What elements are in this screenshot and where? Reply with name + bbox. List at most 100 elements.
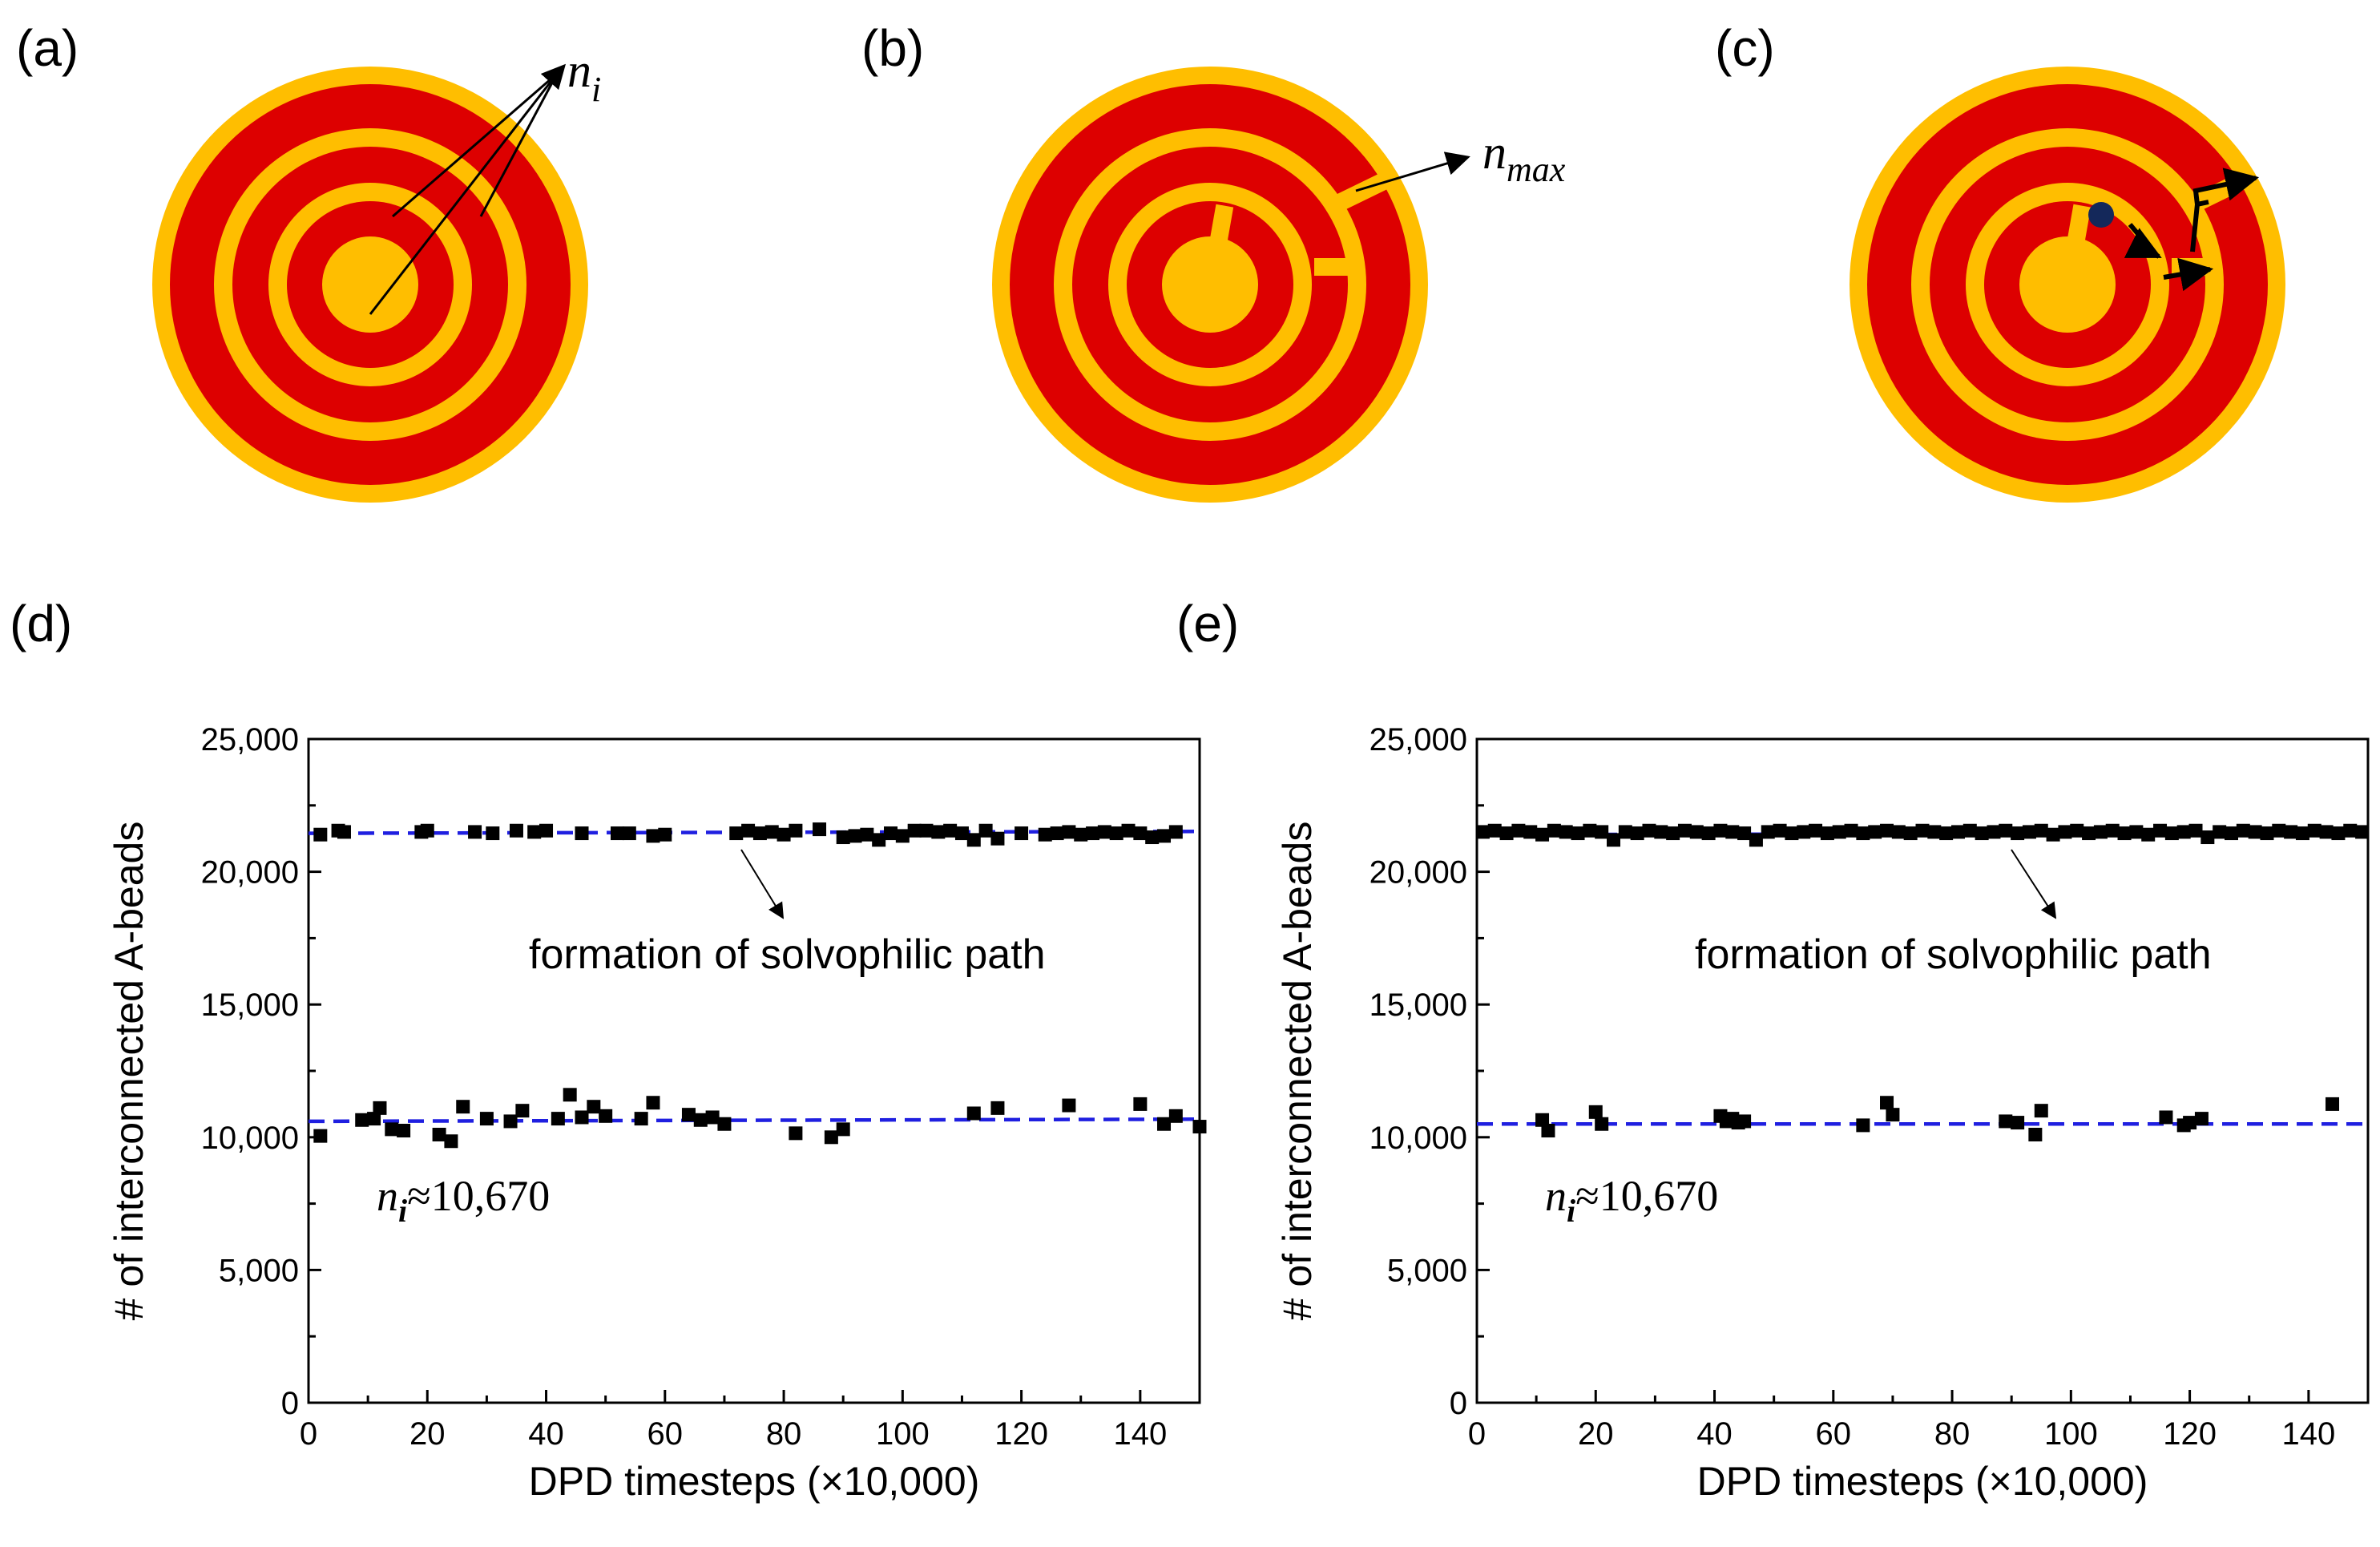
chart-e-upper-point xyxy=(2188,823,2203,838)
chart-e-upper-point xyxy=(1701,826,1716,841)
chart-d-lower-point xyxy=(313,1129,328,1143)
chart-d-upper-point xyxy=(943,823,958,838)
chart-e-ni-label: ni≈10,670 xyxy=(1545,1172,1718,1229)
panel-label-e: (e) xyxy=(1176,595,1239,652)
chart-d-lower-point xyxy=(1133,1097,1148,1111)
chart-e-upper-point xyxy=(1927,825,1942,839)
chart-d-upper-point xyxy=(764,825,779,839)
chart-d-lower-point xyxy=(990,1101,1005,1115)
chart-e-upper-point xyxy=(1607,833,1621,847)
chart-e-upper-point xyxy=(2105,823,2120,838)
chart-e-ni-base: n xyxy=(1545,1172,1567,1220)
chart-d-upper-point xyxy=(729,826,744,841)
chart-e-ni-sub: i xyxy=(1567,1193,1575,1229)
chart-e-ylabel: # of interconnected A-beads xyxy=(1275,822,1320,1321)
chart-e-upper-point xyxy=(1677,823,1692,838)
nmax-marker-base: n xyxy=(1482,126,1507,179)
chart-d-xtick-label: 20 xyxy=(409,1416,446,1452)
chart-e-annotation-arrow xyxy=(2011,849,2057,919)
chart-e-xtick-label: 60 xyxy=(1816,1416,1852,1452)
chart-d-upper-point xyxy=(539,823,554,838)
chart-e-upper-point xyxy=(1809,823,1823,838)
chart-e-ytick-label: 5,000 xyxy=(1387,1253,1467,1288)
chart-e-upper-point xyxy=(2284,825,2298,839)
chart-d-xtick-label: 80 xyxy=(766,1416,802,1452)
chart-e-lower-point xyxy=(2011,1116,2025,1130)
chart-e: 0 5,000 10,000 15,000 20,000 25,000 0 20 40 60 80 1… xyxy=(1275,722,2370,1504)
chart-d-upper-point xyxy=(895,829,910,843)
chart-d-upper-point xyxy=(907,823,922,838)
chart-d-upper-point xyxy=(1097,825,1111,839)
panel-label-b: (b) xyxy=(861,19,924,77)
chart-e-lower-point xyxy=(1886,1108,1900,1122)
chart-d-lower-point xyxy=(634,1112,648,1126)
chart-e-upper-point xyxy=(1559,825,1573,839)
chart-e-lower-point xyxy=(1535,1113,1550,1127)
chart-e-upper-point xyxy=(2272,823,2286,838)
chart-e-upper-point xyxy=(1475,825,1490,839)
chart-e-upper-point xyxy=(2343,823,2358,838)
chart-d-xtick-label: 120 xyxy=(994,1416,1048,1452)
chart-e-upper-point xyxy=(1689,825,1704,839)
chart-e-upper-point xyxy=(1523,825,1538,839)
chart-e-xtick-label: 80 xyxy=(1934,1416,1971,1452)
concentric-rings-a xyxy=(152,67,588,503)
chart-e-annotation-text: formation of solvophilic path xyxy=(1695,931,2212,978)
chart-e-xtick-label: 120 xyxy=(2163,1416,2217,1452)
chart-e-ni-value: ≈10,670 xyxy=(1575,1172,1718,1220)
chart-d-lower-point xyxy=(575,1110,589,1125)
chart-d-ytick-label: 25,000 xyxy=(201,722,299,757)
chart-d-lower-point xyxy=(355,1113,369,1127)
chart-d-upper-point xyxy=(1050,826,1064,841)
chart-d-upper-point xyxy=(1086,826,1100,841)
chart-d-lower-point xyxy=(515,1104,530,1118)
chart-e-upper-point xyxy=(2058,825,2072,839)
chart-e-upper-point xyxy=(2129,825,2144,839)
chart-d-ni-base: n xyxy=(377,1172,398,1220)
chart-d-upper-point xyxy=(1074,827,1088,842)
chart-d-ytick-label: 20,000 xyxy=(201,855,299,891)
chart-e-lower-point xyxy=(2194,1112,2209,1126)
chart-e-upper-point xyxy=(2176,825,2191,839)
chart-e-xlabel: DPD timesteps (×10,000) xyxy=(1697,1459,2148,1504)
chart-d-lower-point xyxy=(646,1096,660,1110)
chart-e-upper-point xyxy=(1666,826,1680,841)
chart-e-upper-point xyxy=(1749,833,1763,847)
chart-e-upper-point xyxy=(2093,825,2108,839)
chart-e-upper-point xyxy=(2224,826,2238,841)
chart-e-ytick-label: 15,000 xyxy=(1370,988,1467,1023)
chart-e-upper-point xyxy=(2022,825,2036,839)
channel-rings-b xyxy=(992,67,1428,503)
chart-e-upper-point xyxy=(1820,826,1834,841)
chart-e-upper-point xyxy=(2319,825,2334,839)
chart-e-upper-point xyxy=(1903,826,1918,841)
chart-d-lower-point xyxy=(705,1110,720,1125)
chart-e-lower-point xyxy=(2183,1116,2197,1130)
chart-d-upper-point xyxy=(1168,825,1183,839)
chart-d-upper-point xyxy=(420,823,434,838)
chart-d-xtick-label: 40 xyxy=(528,1416,564,1452)
chart-d-upper-point xyxy=(848,829,862,843)
chart-e-upper-point xyxy=(1547,823,1561,838)
chart-e-lower-point xyxy=(2326,1097,2340,1111)
chart-d-upper-point xyxy=(1157,829,1172,843)
panel-b: (b) nmax xyxy=(861,19,1566,503)
chart-d-lower-point xyxy=(1062,1098,1076,1113)
chart-d: 0 5,000 10,000 15,000 20,000 25,000 0 20 40 60 80 1… xyxy=(107,722,1207,1504)
chart-e-upper-point xyxy=(2153,823,2168,838)
chart-d-upper-point xyxy=(966,833,981,847)
chart-e-upper-point xyxy=(1797,825,1811,839)
chart-d-upper-point xyxy=(1038,827,1052,842)
chart-d-upper-point xyxy=(622,826,636,841)
chart-d-ylabel: # of interconnected A-beads xyxy=(107,822,151,1321)
chart-d-lower-point xyxy=(563,1088,577,1102)
chart-e-upper-point xyxy=(2164,826,2179,841)
chart-e-upper-point xyxy=(2011,826,2025,841)
chart-d-ni-sub: i xyxy=(398,1193,407,1229)
chart-e-upper-point xyxy=(1737,826,1752,841)
chart-e-lower-point xyxy=(1541,1124,1555,1138)
chart-e-upper-point xyxy=(1987,825,2001,839)
chart-d-xtick-label: 0 xyxy=(300,1416,317,1452)
chart-e-upper-point xyxy=(1511,823,1526,838)
chart-e-upper-point xyxy=(1832,825,1846,839)
